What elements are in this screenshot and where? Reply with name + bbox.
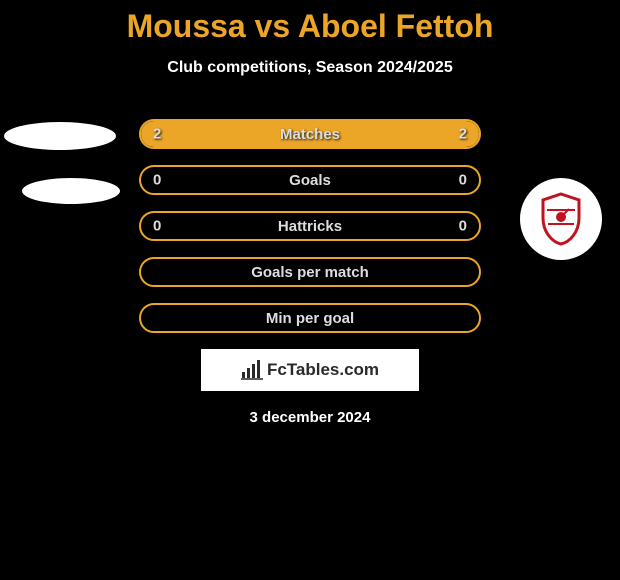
stat-row: 0 Goals 0 — [139, 165, 481, 195]
stat-label: Matches — [280, 126, 340, 143]
stat-row: Min per goal — [139, 303, 481, 333]
club-logo-right — [520, 178, 602, 260]
player-left-avatar-2 — [22, 178, 120, 204]
brand-label: FcTables.com — [267, 360, 379, 380]
stat-value-left: 0 — [153, 218, 161, 235]
page-title: Moussa vs Aboel Fettoh — [0, 0, 620, 45]
stat-value-right: 2 — [459, 126, 467, 143]
stat-value-right: 0 — [459, 218, 467, 235]
player-left-avatar-1 — [4, 122, 116, 150]
stat-value-left: 2 — [153, 126, 161, 143]
stat-value-right: 0 — [459, 172, 467, 189]
stat-label: Goals — [289, 172, 331, 189]
stat-label: Goals per match — [251, 264, 369, 281]
stat-value-left: 0 — [153, 172, 161, 189]
subtitle: Club competitions, Season 2024/2025 — [0, 59, 620, 77]
stat-row: 2 Matches 2 — [139, 119, 481, 149]
stat-row: 0 Hattricks 0 — [139, 211, 481, 241]
bar-chart-icon — [241, 360, 263, 380]
date-label: 3 december 2024 — [0, 409, 620, 426]
brand-box[interactable]: FcTables.com — [201, 349, 419, 391]
stat-label: Min per goal — [266, 310, 354, 327]
stat-label: Hattricks — [278, 218, 342, 235]
stat-row: Goals per match — [139, 257, 481, 287]
shield-icon — [539, 192, 583, 246]
